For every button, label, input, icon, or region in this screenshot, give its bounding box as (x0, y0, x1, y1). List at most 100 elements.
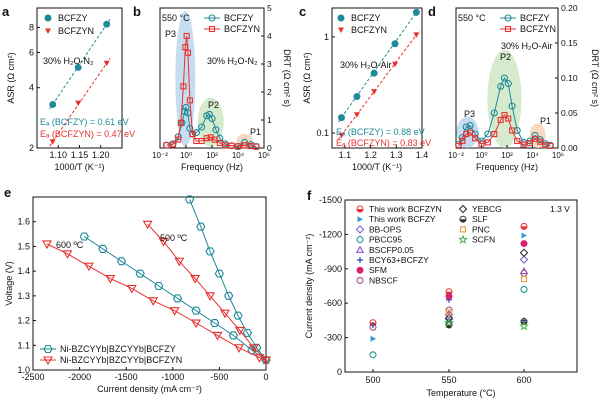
x-tick-label: 10² (501, 151, 513, 160)
activation-energy: Eₐ (BCFZYN) = 0.47 eV (40, 129, 135, 139)
data-point (192, 129, 200, 137)
data-point (520, 141, 527, 148)
data-point (105, 275, 116, 284)
data-point (186, 97, 193, 104)
data-point (208, 115, 216, 123)
series-line (458, 76, 551, 146)
legend-marker (504, 14, 512, 22)
y-tick-label: 4 (267, 31, 272, 41)
data-point (74, 63, 82, 71)
y-tick-label: 2 (29, 143, 34, 153)
data-point (500, 74, 509, 82)
data-point (520, 240, 528, 248)
data-point (212, 126, 220, 134)
fit-line (49, 57, 111, 147)
x-tick-label: 10⁰ (475, 151, 487, 160)
data-point (205, 292, 216, 301)
data-point (148, 297, 159, 306)
data-point (98, 244, 108, 253)
x-axis-label: 1000/T (K⁻¹) (54, 162, 104, 172)
data-point (514, 137, 521, 145)
data-point (210, 319, 220, 328)
peak-label: P3 (165, 29, 176, 39)
activation-energy: Eₐ (BCFZYN) = 0.83 eV (336, 138, 431, 148)
data-point (220, 309, 230, 319)
x-tick-label: 10⁰ (180, 151, 192, 160)
x-tick-label: 10⁶ (552, 151, 564, 160)
legend-label: BCFZYN (351, 25, 387, 35)
y-tick-label: 2 (267, 87, 272, 97)
fit-line (338, 7, 420, 123)
x-tick-label: 10⁶ (258, 151, 270, 160)
y-tick-label: -600 (324, 298, 342, 308)
data-point (191, 319, 202, 329)
peak-label: P2 (208, 100, 219, 110)
x-tick-label: -500 (210, 372, 228, 382)
y-tick-label: 5 (267, 3, 272, 13)
data-point (83, 262, 94, 272)
legend-label: PNC (472, 224, 490, 234)
data-point (174, 257, 185, 267)
x-tick-label: -2500 (21, 372, 44, 382)
x-tick-label: 10⁴ (232, 151, 245, 160)
panel-e-frame (32, 196, 267, 371)
data-point (521, 232, 527, 239)
y-axis-label: ASR (Ω cm²) (6, 52, 16, 103)
data-point (445, 309, 453, 316)
data-point (42, 240, 52, 250)
y-tick-label: 4 (29, 83, 34, 93)
data-point (116, 257, 127, 266)
legend-marker (357, 216, 363, 223)
data-point (547, 142, 554, 149)
y-axis-label: Current density (mA cm⁻²) (304, 234, 314, 339)
temperature-label: 550 °C (162, 13, 190, 23)
data-point (163, 142, 170, 149)
data-point (177, 119, 184, 126)
legend-marker (459, 226, 467, 233)
y-tick-label: 0.15 (561, 38, 578, 48)
data-point (369, 351, 377, 359)
y-tick-label: 8 (29, 22, 34, 32)
data-point (370, 335, 376, 342)
data-point (183, 32, 190, 40)
series-line (84, 236, 267, 361)
y-tick-label: 0.20 (561, 3, 578, 13)
data-point (79, 232, 89, 241)
annotation: 1.3 V (550, 204, 570, 214)
y-tick-label: 1 (324, 32, 329, 42)
peak-label: P1 (540, 116, 551, 126)
data-point (371, 89, 378, 95)
legend-label: This work BCFZY (369, 214, 436, 224)
data-point (455, 142, 462, 149)
y-tick-label: 0 (267, 143, 272, 153)
data-point (491, 130, 498, 138)
data-point (212, 331, 223, 341)
data-point (338, 114, 346, 122)
y-tick-label: 3 (267, 59, 272, 69)
x-tick-label: 10⁻² (448, 151, 464, 160)
legend-label: NBSCF (369, 275, 398, 285)
x-tick-label: -1000 (161, 372, 184, 382)
data-point (392, 61, 398, 68)
data-point (472, 135, 479, 142)
legend-label: Ni-BZCYYb|BZCYYb|BCFZYN (60, 355, 182, 365)
y-axis-label: Voltage (V) (4, 261, 14, 306)
x-tick-label: 0 (263, 372, 268, 382)
y-tick-label: 0.10 (561, 73, 578, 83)
data-point (509, 127, 516, 134)
activation-energy: Eₐ (BCFZY) = 0.61 eV (40, 117, 129, 127)
panel-d-letter: d (428, 4, 436, 19)
y-tick-label: 1.2 (17, 316, 30, 326)
y-tick-label: -900 (324, 264, 342, 274)
data-point (228, 142, 235, 149)
data-point (501, 112, 508, 119)
data-point (247, 346, 257, 355)
fit-line (338, 30, 420, 140)
data-point (184, 49, 191, 56)
data-point (353, 93, 361, 101)
annotation: 30% H₂O-Air (501, 41, 553, 51)
x-tick-label: 10⁻² (152, 151, 168, 160)
y-tick-label: 1 (267, 115, 272, 125)
data-point (248, 344, 259, 353)
